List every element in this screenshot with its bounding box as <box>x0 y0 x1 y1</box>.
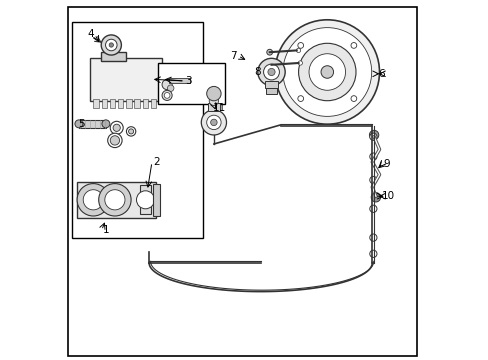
Circle shape <box>257 58 285 86</box>
Circle shape <box>350 96 356 102</box>
Circle shape <box>126 127 136 136</box>
Bar <box>168 78 190 83</box>
Circle shape <box>297 96 303 102</box>
Text: 3: 3 <box>185 76 192 86</box>
Circle shape <box>83 190 103 210</box>
Circle shape <box>167 85 174 91</box>
Circle shape <box>370 193 380 202</box>
Circle shape <box>267 68 275 76</box>
Circle shape <box>369 176 376 184</box>
Bar <box>77 182 156 218</box>
Circle shape <box>350 42 356 48</box>
Bar <box>264 81 277 88</box>
Circle shape <box>297 42 303 48</box>
Circle shape <box>296 48 300 53</box>
Bar <box>151 99 156 108</box>
Circle shape <box>113 124 120 131</box>
Bar <box>266 88 276 94</box>
Text: 9: 9 <box>383 159 389 169</box>
Circle shape <box>298 61 302 65</box>
Circle shape <box>109 43 113 47</box>
Circle shape <box>162 90 172 100</box>
Bar <box>134 99 140 108</box>
Circle shape <box>206 115 221 130</box>
Text: 10: 10 <box>381 191 394 201</box>
Circle shape <box>369 133 376 140</box>
Circle shape <box>275 20 379 124</box>
Text: 2: 2 <box>153 157 159 167</box>
Circle shape <box>369 205 376 212</box>
Bar <box>102 99 107 108</box>
Circle shape <box>164 93 170 98</box>
Text: 1: 1 <box>102 225 109 235</box>
Circle shape <box>101 35 121 55</box>
Bar <box>140 185 151 214</box>
Circle shape <box>298 43 355 101</box>
Circle shape <box>104 190 125 210</box>
Text: 4: 4 <box>87 29 94 39</box>
Bar <box>89 58 162 101</box>
Bar <box>207 103 220 111</box>
Circle shape <box>201 110 226 135</box>
Text: 8: 8 <box>253 67 260 77</box>
Circle shape <box>210 119 217 126</box>
Circle shape <box>308 54 345 90</box>
Text: 6: 6 <box>377 69 384 79</box>
Text: 7: 7 <box>230 51 237 61</box>
Bar <box>142 99 148 108</box>
Circle shape <box>268 62 274 68</box>
Circle shape <box>369 250 376 257</box>
Circle shape <box>102 120 110 128</box>
Circle shape <box>283 28 371 116</box>
Bar <box>126 99 131 108</box>
Bar <box>79 120 106 128</box>
Bar <box>72 22 203 238</box>
Circle shape <box>110 121 123 134</box>
Circle shape <box>99 184 131 216</box>
Circle shape <box>110 136 120 145</box>
Bar <box>109 99 115 108</box>
Bar <box>93 99 99 108</box>
Bar <box>118 99 123 108</box>
Circle shape <box>321 66 333 78</box>
Circle shape <box>162 80 172 90</box>
Circle shape <box>369 153 376 160</box>
Text: 11: 11 <box>212 103 225 113</box>
Circle shape <box>209 96 218 105</box>
Bar <box>101 52 125 61</box>
Circle shape <box>263 64 279 80</box>
Circle shape <box>105 39 117 51</box>
Circle shape <box>77 184 109 216</box>
Circle shape <box>206 86 221 101</box>
Circle shape <box>75 120 82 128</box>
Circle shape <box>136 191 154 209</box>
Circle shape <box>369 234 376 241</box>
Text: 5: 5 <box>78 119 85 129</box>
Bar <box>152 184 160 216</box>
Bar <box>158 63 224 104</box>
Circle shape <box>107 133 122 148</box>
Circle shape <box>128 129 133 134</box>
Circle shape <box>266 49 272 55</box>
Circle shape <box>368 130 378 140</box>
